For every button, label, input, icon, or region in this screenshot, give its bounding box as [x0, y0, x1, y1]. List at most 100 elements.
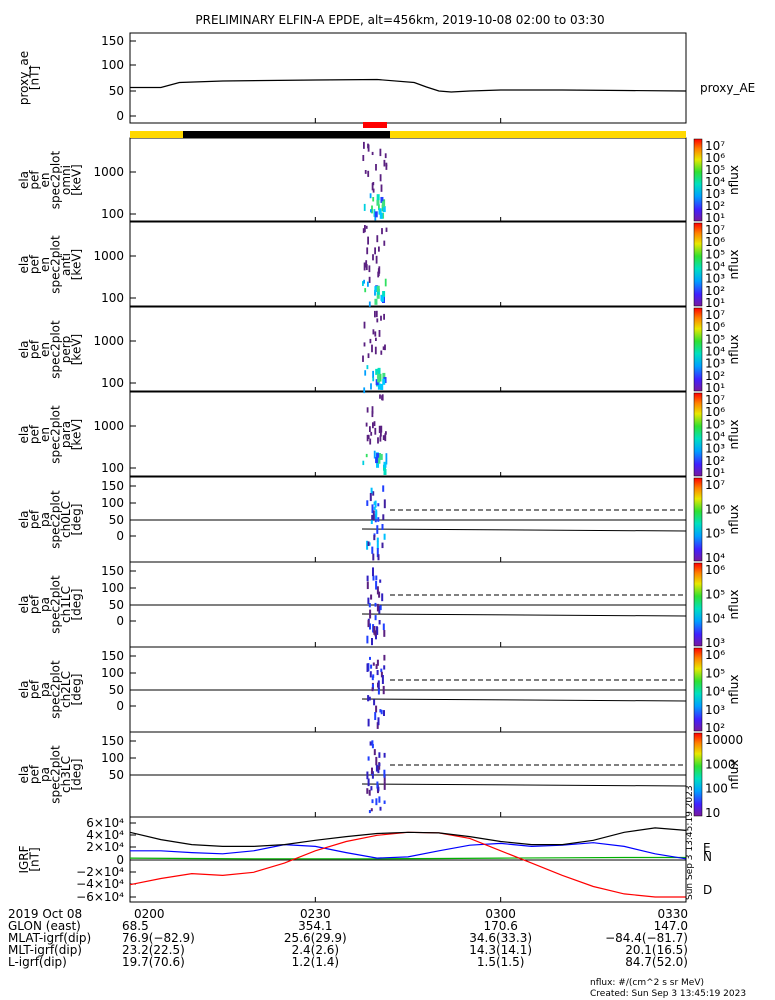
spectrogram-pixel — [365, 453, 368, 458]
spectrogram-4 — [130, 394, 686, 477]
spectrogram-pixel — [380, 184, 383, 192]
y-axis-label: ch1LC — [59, 586, 73, 623]
colorbar — [693, 138, 703, 222]
x-row-label: L-igrf(dip) — [8, 955, 67, 969]
y-axis-label: ela — [17, 510, 31, 528]
spectrogram-pixel — [371, 344, 373, 353]
colorbar-tick-label: 10⁵ — [705, 527, 725, 541]
spectrogram-pixel — [363, 342, 366, 347]
colorbar-tick-label: 10⁵ — [705, 417, 725, 431]
spectrogram-pixel — [378, 453, 382, 460]
spectrogram-pixel — [362, 355, 364, 362]
pitch-angle-pixel — [367, 695, 370, 702]
spectrogram-pixel — [382, 206, 386, 213]
x-table-cell: 0300 — [485, 907, 516, 921]
pitch-angle-pixel — [372, 624, 375, 633]
spectrogram-pixel — [375, 457, 379, 464]
pitch-angle-8 — [130, 740, 687, 814]
igrf-line-B — [129, 827, 687, 847]
spectrogram-pixel — [379, 435, 382, 442]
spectrogram-pixel — [372, 329, 375, 335]
pitch-angle-pixel — [371, 767, 373, 775]
pitch-angle-pixel — [371, 799, 374, 804]
spectrogram-pixel — [378, 330, 381, 337]
pitch-angle-pixel — [371, 546, 374, 554]
y-axis-label: proxy_ae — [17, 51, 31, 105]
y-tick-label: 150 — [101, 479, 124, 493]
y-axis-label: ch3LC — [59, 756, 73, 793]
spectrogram-pixel — [378, 246, 380, 252]
pitch-angle-pixel — [371, 504, 374, 514]
spectrogram-pixel — [363, 279, 365, 284]
colorbar-label: nflux — [727, 760, 741, 790]
y-axis-label: pa — [38, 512, 52, 527]
y-axis-label: pa — [38, 767, 52, 782]
y-tick-label: 150 — [101, 564, 124, 578]
pitch-angle-pixel — [383, 654, 386, 661]
pitch-angle-pixel — [382, 485, 385, 492]
pitch-angle-pixel — [372, 510, 375, 520]
y-axis-label: [nT] — [28, 847, 42, 871]
pitch-angle-pixel — [377, 688, 380, 695]
pitch-angle-pixel — [378, 796, 381, 803]
x-row-label: 2019 Oct 08 — [8, 907, 82, 921]
pitch-angle-pixel — [382, 514, 385, 520]
colorbar-tick-label: 10⁴ — [705, 260, 725, 274]
colorbar-tick-label: 10¹ — [705, 466, 725, 480]
x-table-cell: −84.4(−81.7) — [605, 931, 688, 945]
spectrogram-pixel — [376, 453, 380, 460]
y-axis-label: spec2plot — [49, 660, 63, 719]
pitch-angle-pixel — [373, 749, 376, 756]
science-zone-bar — [363, 122, 387, 128]
spectrogram-pixel — [369, 338, 372, 344]
spectrogram-pixel — [379, 394, 381, 399]
colorbar-tick-label: 10⁶ — [705, 648, 725, 662]
pitch-angle-pixel — [369, 623, 371, 630]
spectrogram-pixel — [371, 205, 373, 214]
colorbar-tick-label: 1000 — [705, 757, 736, 771]
pitch-angle-pixel — [372, 662, 375, 666]
pitch-angle-pixel — [383, 533, 386, 540]
pitch-angle-pixel — [378, 591, 381, 598]
spectrogram-pixel — [373, 209, 376, 217]
pitch-angle-pixel — [379, 605, 382, 611]
spectrogram-pixel — [371, 410, 374, 418]
y-axis-label: [keV] — [70, 164, 84, 195]
spectrogram-pixel — [377, 437, 379, 444]
x-table-cell: 147.0 — [654, 919, 688, 933]
colorbar-tick-label: 10⁴ — [705, 685, 725, 699]
spectrogram-pixel — [380, 350, 383, 355]
igrf-legend-N: N — [703, 850, 712, 864]
plot-title: PRELIMINARY ELFIN-A EPDE, alt=456km, 201… — [195, 13, 604, 27]
colorbar-tick-label: 10⁶ — [705, 502, 725, 516]
y-axis-label: spec2plot — [49, 320, 63, 379]
y-tick-label: 2×10⁴ — [86, 840, 124, 854]
anti-loss-cone-line — [361, 613, 687, 617]
spectrogram-pixel — [374, 298, 378, 305]
pitch-angle-pixel — [367, 718, 370, 727]
colorbar-tick-label: 10³ — [705, 272, 725, 286]
pitch-angle-pixel — [376, 670, 379, 676]
y-axis-label: spec2plot — [49, 235, 63, 294]
igrf-line-D — [129, 831, 686, 898]
pitch-angle-pixel — [383, 800, 386, 804]
y-axis-label: ela — [17, 171, 31, 189]
pitch-angle-pixel — [371, 687, 374, 692]
pitch-angle-pixel — [367, 778, 370, 787]
pitch-angle-pixel — [375, 756, 378, 766]
spectrogram-pixel — [371, 406, 374, 414]
x-table-cell: 20.1(16.5) — [625, 943, 688, 957]
y-axis-label: spec2plot — [49, 150, 63, 209]
y-axis-label: [nT] — [28, 66, 42, 90]
spectrogram-pixel — [378, 208, 382, 215]
spectrogram-pixel — [374, 310, 376, 318]
pitch-angle-pixel — [369, 493, 372, 502]
anti-loss-cone-line — [361, 783, 687, 787]
spectrogram-pixel — [383, 468, 387, 475]
pitch-angle-pixel — [383, 499, 386, 509]
pitch-angle-pixel — [366, 500, 369, 506]
y-tick-label: 4×10⁴ — [86, 828, 124, 842]
spectrogram-pixel — [372, 377, 375, 382]
spectrogram-pixel — [381, 228, 383, 235]
